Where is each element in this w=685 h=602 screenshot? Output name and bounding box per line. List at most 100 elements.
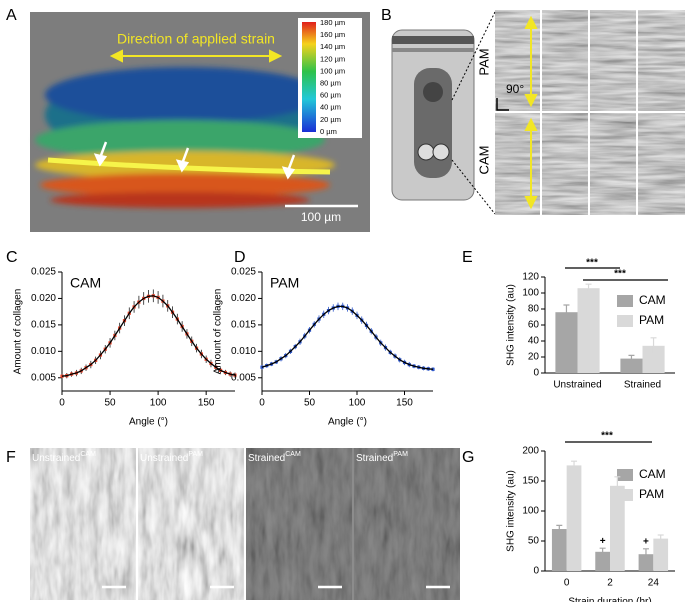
colorbar-label: 20 µm [320,115,341,124]
fit-line [61,295,236,377]
bar [555,312,578,373]
y-tick-label: 100 [522,288,539,299]
panel-label: F [6,449,16,466]
x-tick-label: Unstrained [553,380,601,391]
panel-a: Direction of applied strain 180 µm 160 µm… [30,12,370,232]
colorbar-label: 180 µm [320,18,345,27]
arrows [93,141,296,180]
point [431,367,435,371]
angle-mark [496,98,509,111]
colorbar-label: 60 µm [320,91,341,100]
bar [551,529,567,571]
error-bar [599,547,606,556]
image-label: StrainedPAM [356,451,408,463]
y-tick-label: 200 [522,446,539,457]
image-label: UnstrainedCAM [32,451,96,463]
panel-label: A [6,7,17,24]
bar [566,465,582,571]
annotation: *** [586,258,598,269]
image-label-sup: CAM [285,451,301,458]
legend-swatch [617,295,633,307]
strain-label: Direction of applied strain [117,31,275,47]
legend-swatch [617,469,633,481]
y-tick-label: 0.020 [31,293,56,304]
row-label: CAM [476,146,491,175]
x-tick-label: 50 [104,398,116,409]
x-tick-label: 50 [304,398,316,409]
y-axis-label: Amount of collagen [213,289,224,375]
annotation: *** [601,431,613,442]
panel-label: D [234,249,246,266]
x-tick-label: Strained [624,380,661,391]
bar [620,358,643,373]
x-tick-label: 0 [259,398,265,409]
micrograph-grid [495,10,685,215]
x-tick-label: 150 [396,398,413,409]
x-tick-label: 150 [198,398,215,409]
colorbar-label: 80 µm [320,78,341,87]
fit-line [261,305,434,370]
bar [595,551,610,571]
strain-arrow [109,49,283,63]
legend-label: CAM [639,467,666,481]
bar [638,554,654,571]
annotation: CAM [70,275,101,291]
tissue-render [35,67,335,208]
well [423,82,443,102]
error-bar [563,304,570,320]
annotation: PAM [270,275,299,291]
y-tick-label: 120 [522,272,539,283]
device-band [392,48,474,52]
chart: 0 50 100 150 200 SHG intensity (au) Strain dur… [506,431,675,602]
legend-swatch [617,315,633,327]
chart: 0.005 0.010 0.015 0.020 0.025 Amount of colla… [213,267,435,428]
error-bar [571,460,578,471]
y-tick-label: 0.025 [31,267,56,278]
shade [246,448,460,600]
image-label-text: Strained [356,453,393,464]
y-tick-label: 0.025 [231,267,256,278]
bar [653,538,669,571]
annotation: + [643,536,649,547]
y-tick-label: 0.010 [31,346,56,357]
error-bar [585,283,592,293]
image-label: UnstrainedPAM [140,451,203,463]
y-tick-label: 150 [522,476,539,487]
well [432,143,450,161]
x-axis-label: Angle (°) [129,417,168,428]
x-axis-label: Strain duration (hr) [568,597,651,602]
y-tick-label: 80 [528,304,540,315]
zoom-line [451,159,496,215]
colorbar [302,22,316,132]
image-label-text: Unstrained [32,453,80,464]
image-label: StrainedCAM [248,451,301,463]
y-tick-label: 100 [522,506,539,517]
colorbar-label: 140 µm [320,42,345,51]
well [417,143,435,161]
panel-label: B [381,7,392,24]
error-bar [650,337,657,355]
bar [610,485,625,571]
strain-arrows [524,15,538,210]
device-band [392,36,474,44]
bar [577,288,600,373]
image-label-sup: CAM [80,451,96,458]
scale-label: 100 µm [301,210,341,224]
error-bar [556,524,563,534]
error-bar [657,534,664,543]
micrograph [246,448,352,600]
point [233,373,237,377]
legend-swatch [617,489,633,501]
y-axis-label: Amount of collagen [13,289,24,375]
legend-label: CAM [639,293,666,307]
colorbar-label: 160 µm [320,30,345,39]
colorbar-label: 120 µm [320,54,345,63]
y-tick-label: 0 [533,566,539,577]
colorbar-label: 40 µm [320,103,341,112]
image-label-text: Unstrained [140,453,188,464]
micrograph [354,448,460,600]
annotation: *** [614,269,626,280]
y-tick-label: 0.015 [231,320,256,331]
y-tick-label: 0.015 [31,320,56,331]
